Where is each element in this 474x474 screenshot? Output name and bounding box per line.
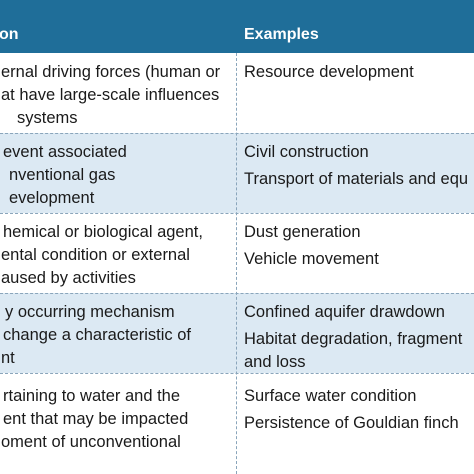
column-divider <box>236 53 237 474</box>
row-divider <box>0 133 474 134</box>
column-header-definition: on <box>0 26 19 43</box>
row-divider <box>0 373 474 374</box>
definition-cell: y occurring mechanism change a character… <box>1 303 192 367</box>
examples-cell: Dust generation Vehicle movement <box>244 223 379 268</box>
examples-cell: Confined aquifer drawdown Habitat degrad… <box>244 303 463 371</box>
definition-cell: ernal driving forces (human or at have l… <box>1 63 221 127</box>
definition-cell: hemical or biological agent, ental condi… <box>1 223 203 287</box>
table-row: event associated nventional gas evelopme… <box>0 133 474 213</box>
table-header: on Examples <box>0 0 474 53</box>
examples-cell: Resource development <box>244 63 414 81</box>
table-row: hemical or biological agent, ental condi… <box>0 213 474 293</box>
definition-cell: event associated nventional gas evelopme… <box>3 143 127 207</box>
examples-cell: Surface water condition Persistence of G… <box>244 387 459 432</box>
definition-cell: rtaining to water and the ent that may b… <box>1 387 189 451</box>
row-divider <box>0 293 474 294</box>
row-divider <box>0 213 474 214</box>
examples-cell: Civil construction Transport of material… <box>244 143 469 188</box>
column-header-examples: Examples <box>244 26 319 43</box>
table-row: y occurring mechanism change a character… <box>0 293 474 373</box>
table-row: ernal driving forces (human or at have l… <box>0 53 474 133</box>
table-row: rtaining to water and the ent that may b… <box>0 373 474 474</box>
